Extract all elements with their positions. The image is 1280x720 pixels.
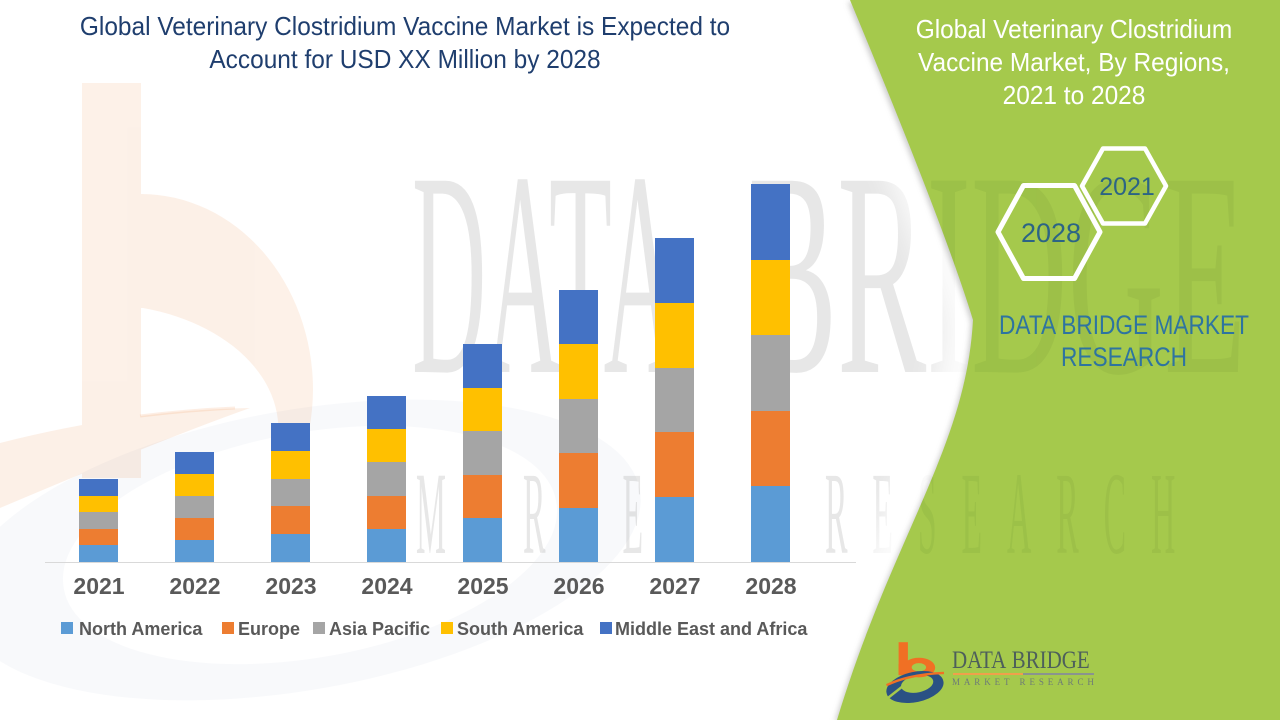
svg-text:MARKET: MARKET <box>416 448 716 579</box>
svg-text:DATA: DATA <box>412 113 678 436</box>
